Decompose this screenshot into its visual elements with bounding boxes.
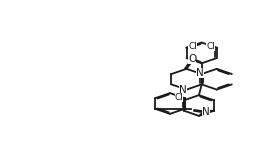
Text: O: O [188,54,197,64]
Text: N: N [197,68,204,78]
Text: Cl: Cl [175,92,183,102]
Text: Cl: Cl [206,42,215,51]
Text: N: N [202,107,210,117]
Text: N: N [179,85,187,95]
Text: Cl: Cl [188,42,197,51]
